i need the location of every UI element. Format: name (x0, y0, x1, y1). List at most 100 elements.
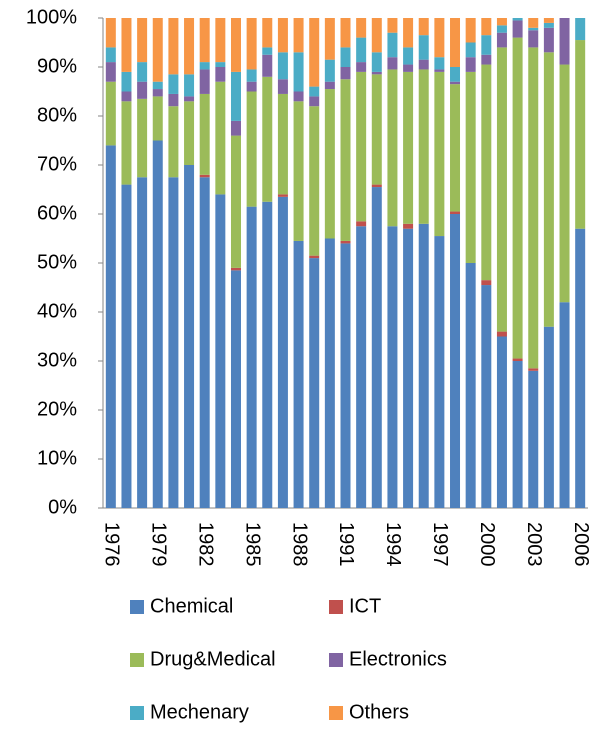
bar-segment (277, 18, 288, 53)
bar-segment (121, 18, 132, 72)
bar-segment (246, 69, 257, 82)
bar-segment (403, 71, 414, 224)
bar-segment (105, 81, 116, 146)
bar-segment (465, 42, 476, 58)
bar-segment (371, 71, 382, 75)
bar-segment (481, 64, 492, 281)
bar-segment (481, 285, 492, 508)
bar-segment (168, 74, 179, 94)
bar-segment (356, 37, 367, 63)
bar-segment (450, 214, 461, 508)
bar-segment (246, 81, 257, 92)
bar-segment (105, 18, 116, 48)
legend-label: Electronics (349, 648, 447, 670)
legend-label: Mechenary (150, 701, 249, 723)
bar-segment (543, 326, 554, 508)
bar-segment (543, 22, 554, 28)
bar-segment (496, 32, 507, 48)
y-tick-label: 0% (48, 496, 77, 518)
bar-segment (230, 120, 241, 136)
x-tick-label: 1976 (101, 522, 123, 567)
bar-segment (559, 302, 570, 508)
bar-segment (184, 96, 195, 102)
bar-segment (418, 223, 429, 509)
y-tick-label: 10% (37, 447, 77, 469)
bar-segment (465, 18, 476, 43)
bar-segment (324, 238, 335, 508)
bar-segment (465, 57, 476, 72)
bar-segment (450, 67, 461, 82)
bar-segment (262, 201, 273, 508)
x-tick-label: 1988 (288, 522, 310, 567)
bar-segment (528, 368, 539, 371)
bar-segment (418, 69, 429, 224)
y-tick-label: 50% (37, 251, 77, 273)
bar-segment (168, 18, 179, 75)
bar-segment (230, 18, 241, 72)
bar-segment (496, 18, 507, 26)
bar-segment (324, 81, 335, 90)
bar-segment (543, 18, 554, 23)
bar-segment (215, 18, 226, 63)
bar-segment (277, 79, 288, 94)
bar-segment (230, 135, 241, 268)
bar-segment (434, 57, 445, 70)
bar-segment (543, 52, 554, 327)
bar-segment (434, 71, 445, 237)
bar-segment (121, 184, 132, 508)
bar-segment (262, 18, 273, 48)
bar-segment (340, 18, 351, 48)
bar-segment (575, 18, 586, 41)
bar-segment (418, 18, 429, 36)
bar-segment (152, 96, 163, 141)
legend-label: Drug&Medical (150, 648, 276, 670)
bar-segment (215, 81, 226, 195)
bar-segment (575, 40, 586, 229)
bar-segment (434, 236, 445, 509)
bar-segment (481, 280, 492, 286)
bar-segment (496, 25, 507, 33)
bar-segment (528, 370, 539, 508)
bar-segment (105, 62, 116, 82)
bar-segment (450, 84, 461, 212)
bar-segment (512, 18, 523, 21)
bar-segment (324, 89, 335, 239)
bar-segment (293, 18, 304, 53)
bar-segment (403, 47, 414, 65)
bar-segment (137, 62, 148, 82)
bar-segment (356, 221, 367, 227)
bar-segment (324, 18, 335, 60)
bar-segment (309, 86, 320, 97)
bar-segment (215, 194, 226, 508)
bar-segment (481, 35, 492, 55)
bar-segment (262, 76, 273, 202)
bar-segment (512, 361, 523, 508)
bar-segment (450, 18, 461, 67)
x-tick-label: 2000 (476, 522, 498, 567)
bar-segment (293, 52, 304, 92)
bar-segment (371, 18, 382, 53)
bar-segment (293, 101, 304, 241)
bar-segment (340, 79, 351, 241)
y-tick-label: 40% (37, 300, 77, 322)
bar-segment (481, 54, 492, 65)
bar-segment (152, 89, 163, 97)
bar-segment (496, 331, 507, 337)
y-tick-label: 80% (37, 104, 77, 126)
y-tick-label: 30% (37, 349, 77, 371)
bar-segment (277, 52, 288, 80)
bar-segment (199, 93, 210, 175)
bar-segment (356, 226, 367, 508)
bar-segment (575, 228, 586, 508)
bar-segment (309, 106, 320, 256)
bar-segment (184, 18, 195, 75)
bar-segment (481, 18, 492, 36)
bar-segment (277, 93, 288, 195)
bar-segment (309, 18, 320, 87)
bar-segment (496, 336, 507, 508)
y-tick-label: 70% (37, 153, 77, 175)
bar-segment (309, 258, 320, 508)
bar-segment (246, 18, 257, 70)
bar-segment (418, 59, 429, 70)
bar-segment (199, 177, 210, 508)
